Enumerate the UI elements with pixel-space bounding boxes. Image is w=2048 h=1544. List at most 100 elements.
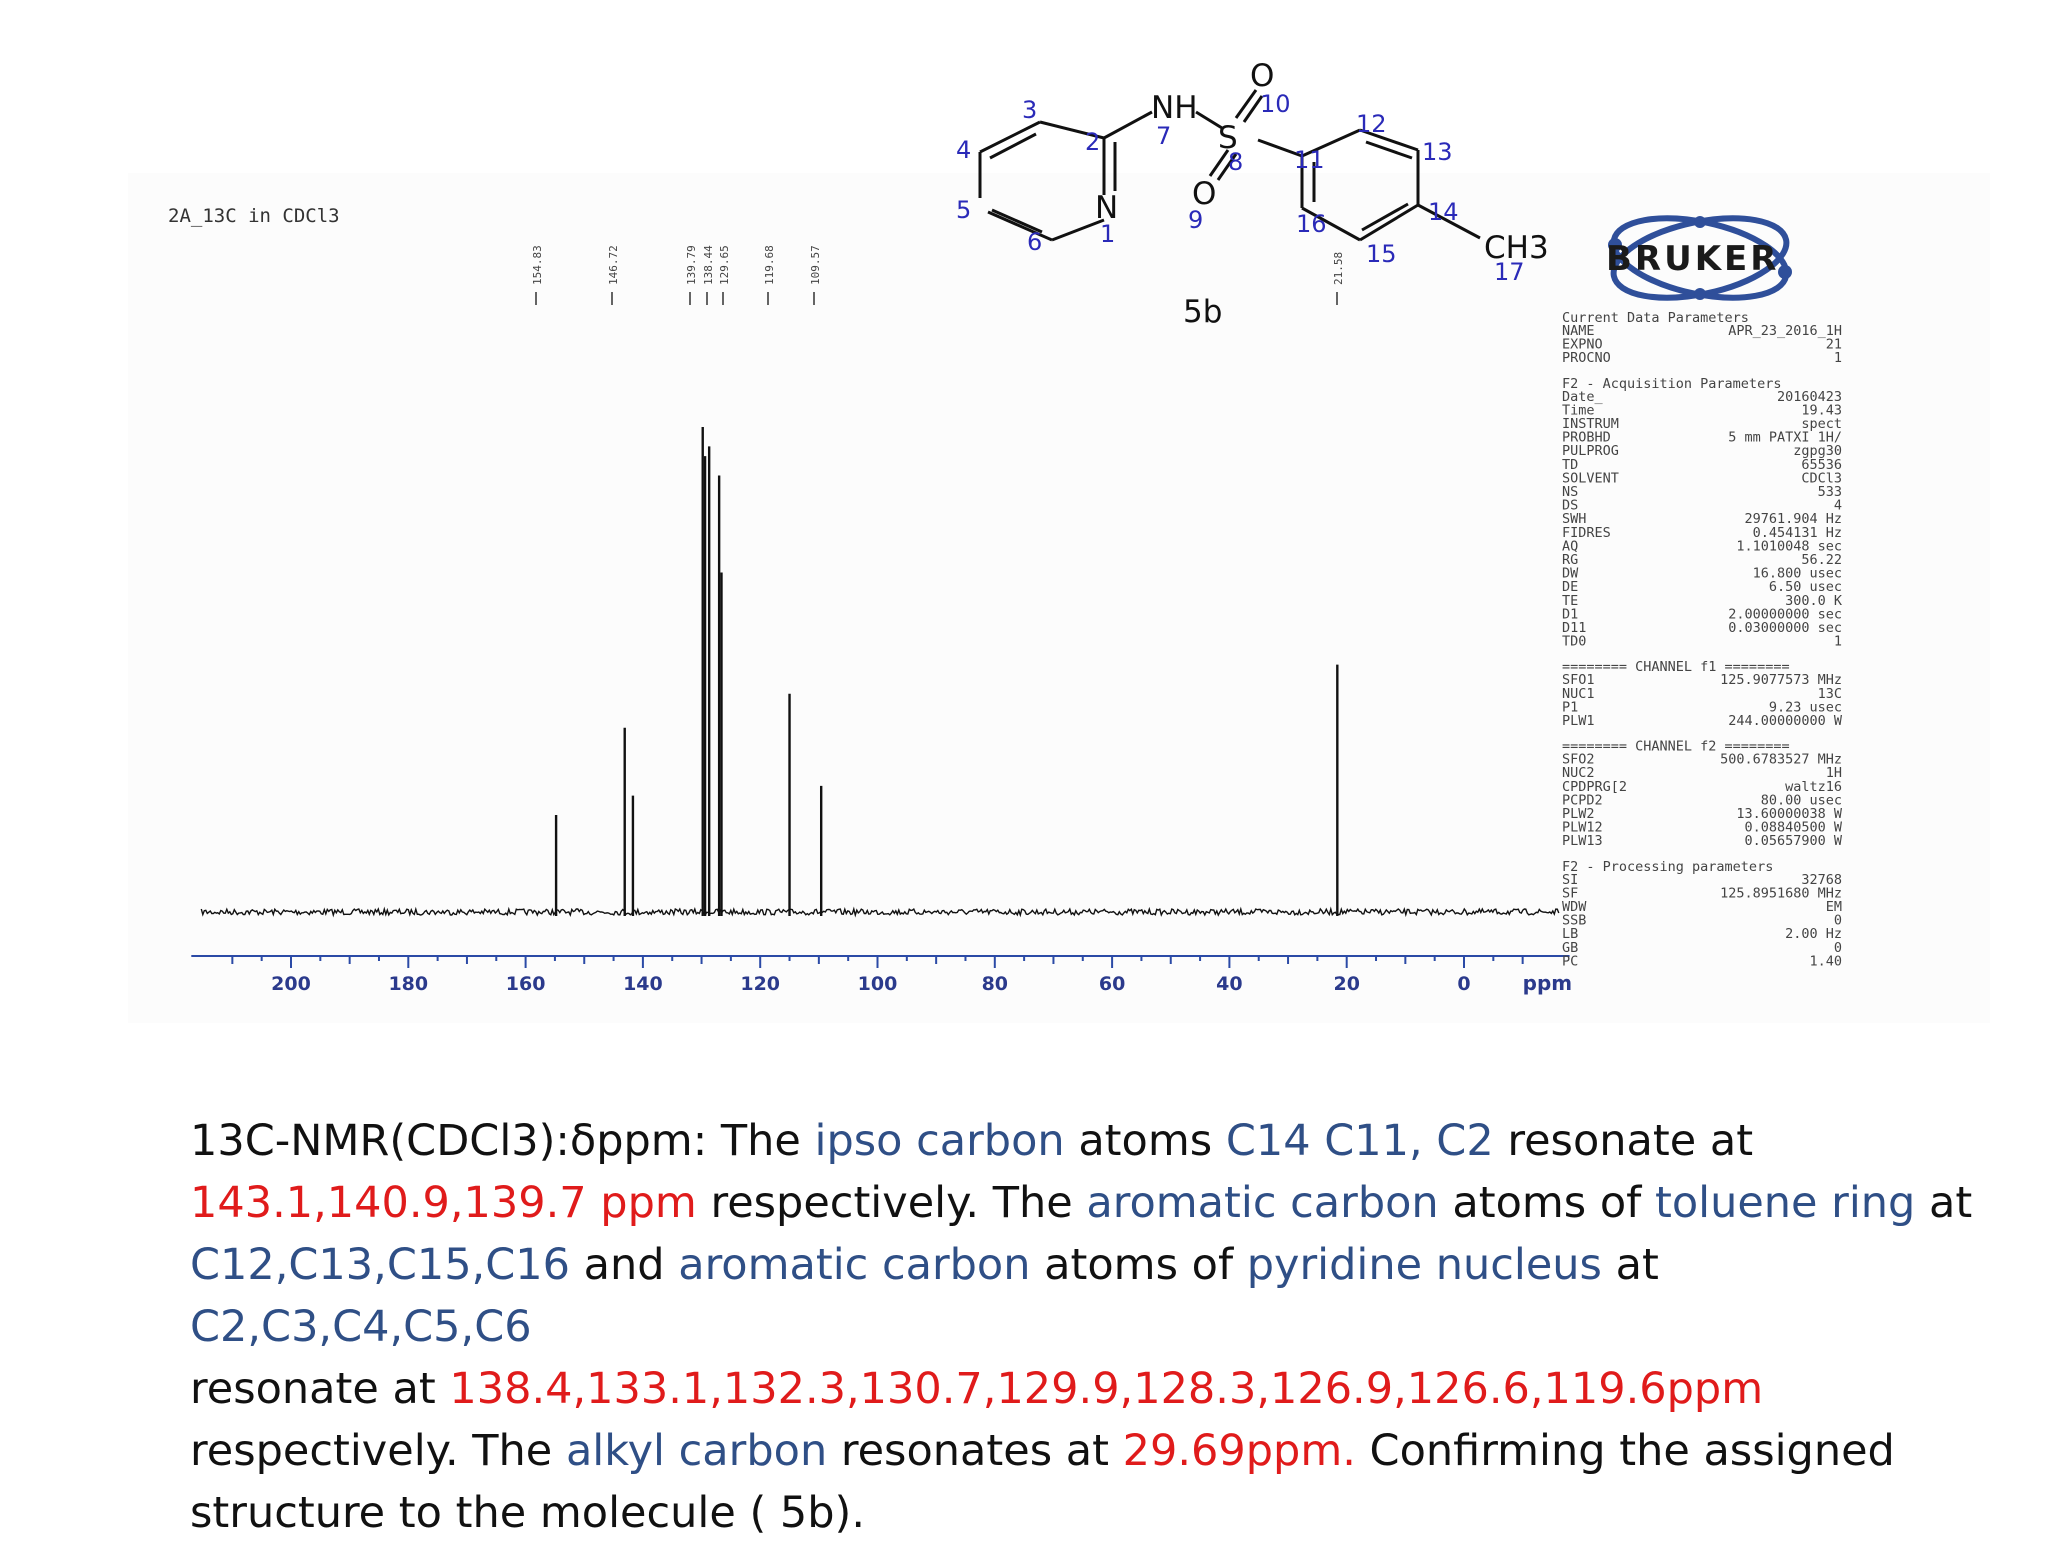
caption-text: atoms — [1064, 1116, 1226, 1166]
param-value: 1.40 — [1809, 953, 1842, 969]
param-value: 0.08840500 W — [1744, 820, 1842, 836]
atom-number: 10 — [1260, 90, 1291, 118]
x-tick-label: 0 — [1457, 973, 1470, 995]
caption-highlight: aromatic carbon — [1086, 1178, 1439, 1228]
atom-number: 5 — [956, 196, 971, 224]
param-key: PULPROG — [1562, 443, 1619, 459]
param-key: Date_ — [1562, 389, 1604, 405]
bond — [1361, 202, 1409, 232]
atom-number: 2 — [1085, 128, 1100, 156]
param-key: SWH — [1562, 511, 1586, 527]
atom-number: 6 — [1027, 228, 1042, 256]
caption-text: at — [1601, 1240, 1659, 1290]
param-key: NUC1 — [1562, 686, 1595, 702]
caption-highlight: alkyl carbon — [565, 1426, 828, 1476]
param-value: APR_23_2016_1H — [1728, 323, 1842, 339]
caption-text: resonates at — [827, 1426, 1123, 1476]
param-value: 2.00 Hz — [1785, 926, 1842, 942]
caption-text: atoms of — [1438, 1178, 1655, 1228]
atom-numbers: 1 2 3 4 5 6 7 8 9 10 11 12 13 14 15 16 1… — [956, 90, 1525, 286]
x-axis: 200 180 160 140 120 100 80 60 40 20 0 ppm — [191, 955, 1572, 995]
param-key: PLW12 — [1562, 820, 1603, 836]
caption-highlight: pyridine nucleus — [1246, 1240, 1602, 1290]
bond — [1359, 128, 1419, 152]
param-key: TD0 — [1562, 634, 1586, 650]
caption-highlight: aromatic carbon — [678, 1240, 1031, 1290]
bond — [1195, 110, 1223, 130]
atom-number: 9 — [1188, 206, 1203, 234]
spectrum-title: 2A_13C in CDCl3 — [168, 205, 340, 227]
param-value: 0.05657900 W — [1744, 833, 1842, 849]
param-key: PROCNO — [1562, 350, 1611, 366]
param-value: 56.22 — [1801, 552, 1842, 568]
caption-highlight: ipso carbon — [814, 1116, 1065, 1166]
param-header: F2 - Processing parameters — [1562, 859, 1773, 875]
param-value: 32768 — [1801, 872, 1842, 888]
param-value: 5 mm PATXI 1H/ — [1728, 430, 1842, 446]
caption-text: respectively. The — [696, 1178, 1087, 1228]
caption-text: Confirming the assigned structure to the… — [190, 1426, 1895, 1538]
param-key: SF — [1562, 885, 1578, 901]
bond — [1051, 218, 1105, 242]
x-tick-label: 100 — [858, 973, 898, 995]
x-tick-label: 140 — [623, 973, 663, 995]
atom-number: 15 — [1366, 240, 1397, 268]
param-value: 80.00 usec — [1761, 792, 1842, 808]
param-value: 16.800 usec — [1753, 566, 1842, 582]
param-key: GB — [1562, 940, 1578, 956]
param-value: 1H — [1826, 765, 1842, 781]
x-tick-label: 200 — [271, 973, 311, 995]
peak-label: 138.44 — [702, 245, 715, 285]
param-header: ======== CHANNEL f2 ======== — [1562, 739, 1790, 755]
param-key: TD — [1562, 457, 1578, 473]
param-key: PLW2 — [1562, 806, 1595, 822]
param-value: 6.50 usec — [1769, 579, 1842, 595]
param-value: 4 — [1834, 498, 1842, 514]
atom-label: NH — [1151, 90, 1198, 126]
peak-label: 146.72 — [607, 245, 620, 285]
param-value: CDCl3 — [1801, 470, 1842, 486]
caption-text: at — [1915, 1178, 1973, 1228]
param-key: SFO1 — [1562, 672, 1595, 688]
caption-highlight: toluene ring — [1654, 1178, 1916, 1228]
x-tick-label: 80 — [982, 973, 1008, 995]
bond — [1242, 95, 1264, 123]
param-key: LB — [1562, 926, 1578, 942]
param-key: PLW13 — [1562, 833, 1603, 849]
bond — [1216, 153, 1238, 181]
bond — [1257, 138, 1303, 158]
param-key: SSB — [1562, 913, 1586, 929]
param-value: 0 — [1834, 913, 1842, 929]
bond — [1417, 203, 1481, 240]
param-key: AQ — [1562, 538, 1578, 554]
param-key: RG — [1562, 552, 1578, 568]
param-key: DW — [1562, 566, 1579, 582]
peak-label: 21.58 — [1332, 252, 1345, 285]
caption-text: respectively. The — [190, 1426, 566, 1476]
param-key: NS — [1562, 484, 1578, 500]
bond — [1359, 203, 1419, 242]
caption-text: resonate at — [190, 1364, 450, 1414]
param-value: 21 — [1826, 337, 1842, 353]
param-key: DS — [1562, 498, 1578, 514]
peak-label: 154.83 — [531, 245, 544, 285]
atom-number: 1 — [1100, 220, 1115, 248]
param-value: EM — [1826, 899, 1842, 915]
atom-label: CH3 — [1484, 230, 1549, 266]
bond — [987, 210, 1053, 242]
param-value: 0.454131 Hz — [1753, 525, 1842, 541]
atom-number: 14 — [1428, 198, 1459, 226]
atom-number: 8 — [1228, 148, 1243, 176]
x-tick-label: 160 — [506, 973, 546, 995]
atom-number: 7 — [1156, 122, 1171, 150]
param-key: SI — [1562, 872, 1578, 888]
caption-value: 138.4,133.1,132.3,130.7,129.9,128.3,126.… — [449, 1364, 1764, 1414]
atom-number: 4 — [956, 136, 971, 164]
param-header: F2 - Acquisition Parameters — [1562, 376, 1781, 392]
atom-number: 11 — [1294, 146, 1325, 174]
caption-text: 13C-NMR(CDCl3):δppm: The — [190, 1116, 815, 1166]
param-value: 19.43 — [1801, 402, 1842, 418]
bond — [1039, 120, 1105, 140]
